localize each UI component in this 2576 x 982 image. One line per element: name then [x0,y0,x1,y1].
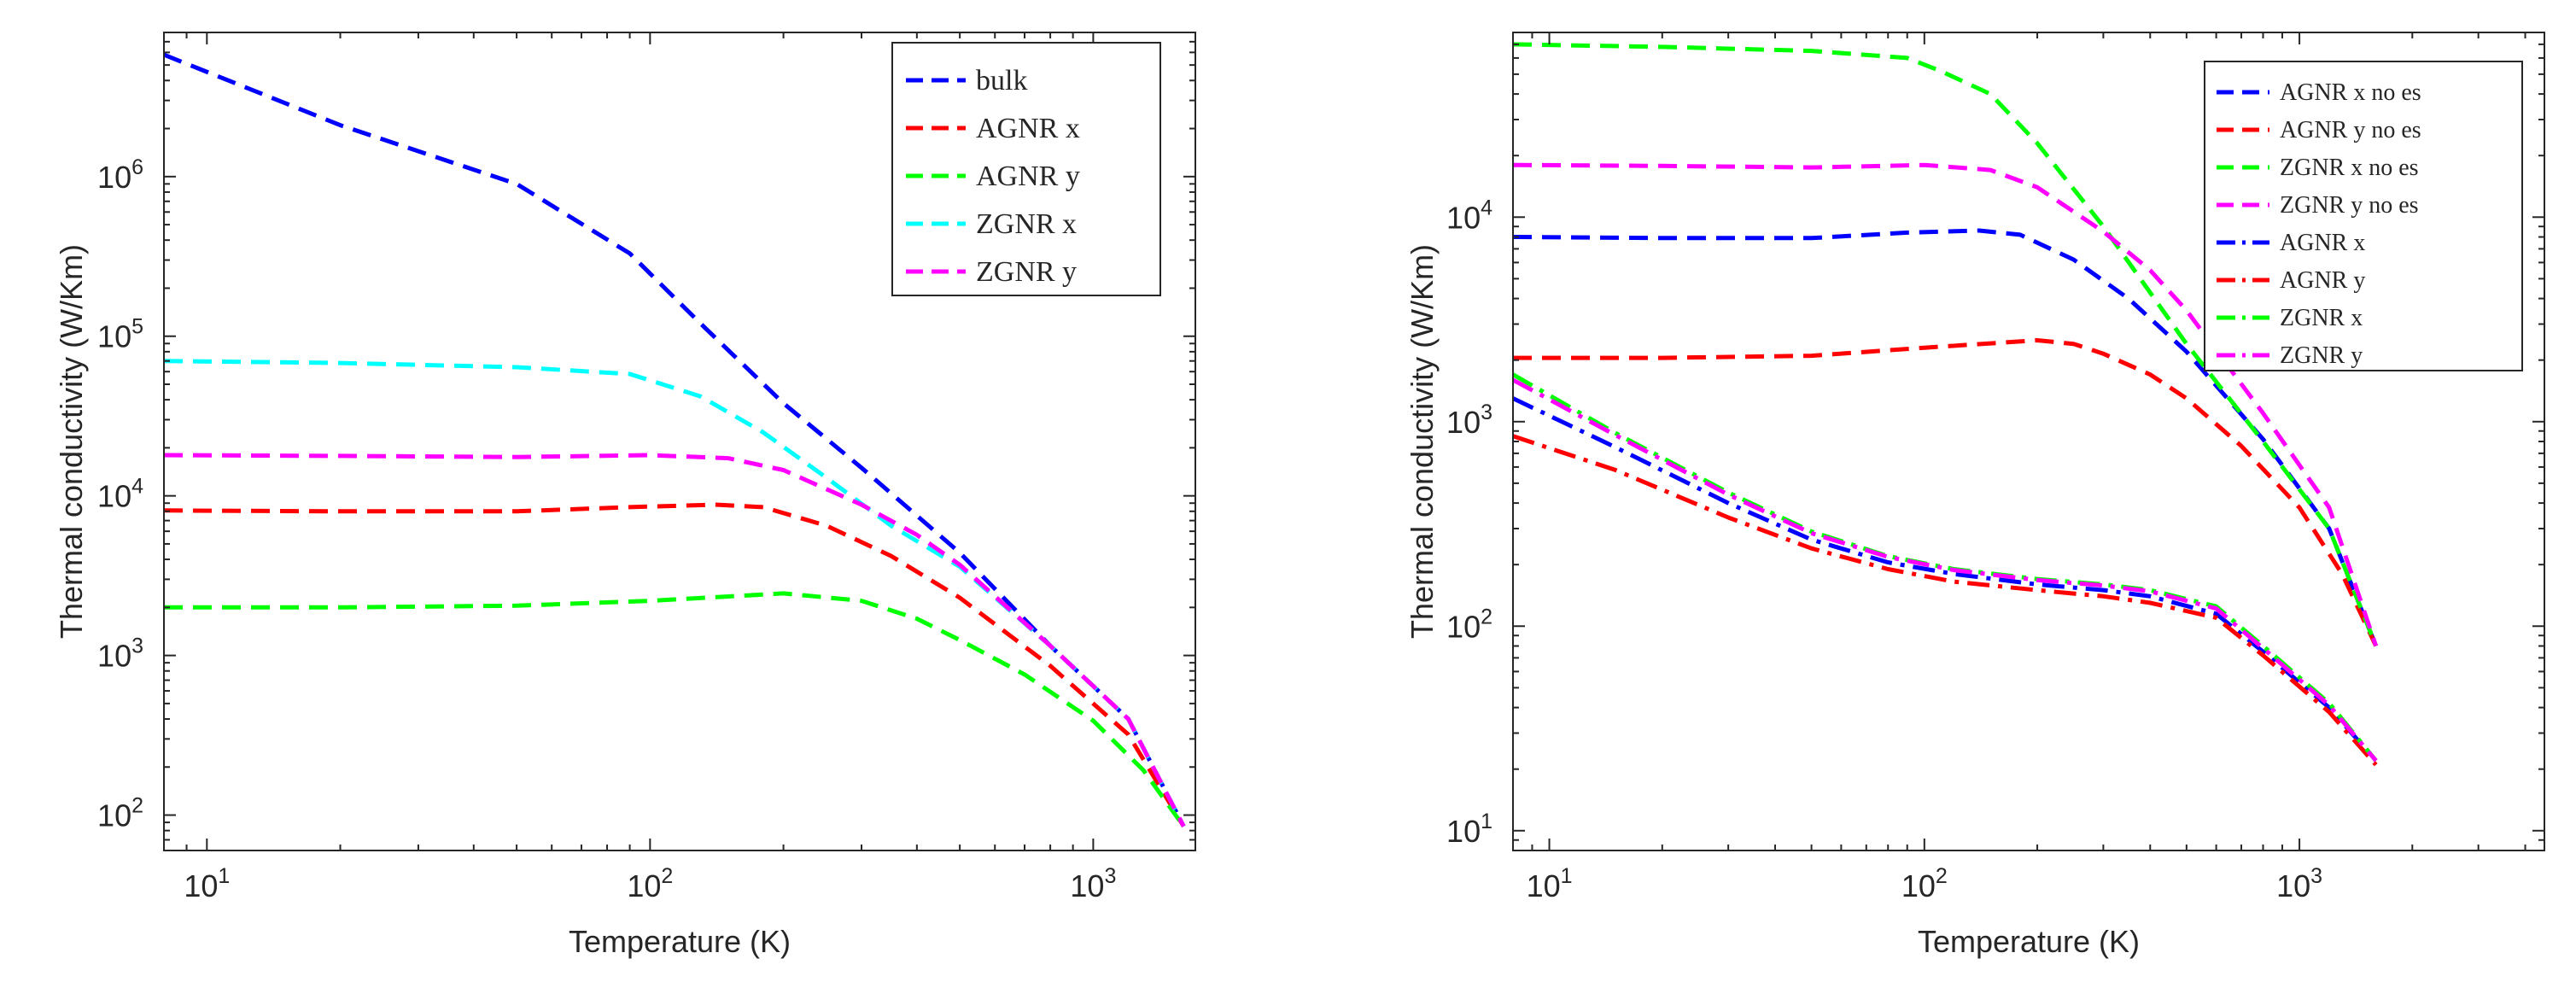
right-legend-entry: AGNR y no es [2280,117,2421,143]
right-legend-entry: ZGNR x [2280,305,2363,331]
left-x-tick-label: 101 [184,864,230,903]
left-y-tick-label: 105 [97,315,143,354]
left-plot-frame [163,32,1196,851]
right-ticks-layer: 101 102 103 101 102 103 104 [1446,32,2544,903]
right-x-tick-label: 102 [1901,864,1948,903]
left-y-axis-label: Thermal conductivity (W/Km) [54,244,89,639]
left-y-tick-label: 104 [97,475,143,514]
right-chart: 101 102 103 101 102 103 104 Temperature (K) Th… [1405,32,2545,959]
left-series-line-zgnr-y [164,453,1186,827]
left-legend-box [891,42,1161,296]
right-legend-entry: ZGNR y no es [2280,192,2419,219]
right-y-axis-label: Thermal conductivity (W/Km) [1405,244,1440,639]
left-y-tick-label: 103 [97,634,143,674]
left-y-tick-label: 102 [97,794,143,833]
right-y-tick-label: 103 [1446,400,1492,440]
left-chart: 101 102 103 102 103 104 105 106 Temperature (K)… [54,32,1196,959]
right-series-line-agnr-x [1513,396,2378,763]
right-legend-entry: AGNR x [2280,230,2365,256]
left-series-line-bulk [164,52,1186,827]
left-series-line-agnr-x [164,502,1186,827]
left-legend-entry: AGNR y [976,161,1080,192]
right-series-line-agnr-y [1513,434,2378,767]
left-series-layer [164,52,1186,828]
right-legend: AGNR x no es AGNR y no es ZGNR x no es ZGNR… [2204,61,2523,371]
left-y-tick-label: 106 [97,155,143,195]
right-legend-entry: ZGNR x no es [2280,155,2419,181]
right-y-tick-label: 102 [1446,605,1492,644]
right-x-tick-label: 101 [1527,864,1573,903]
right-legend-entry: ZGNR y [2280,342,2363,369]
right-series-line-zgnr-x-no-es [1513,42,2379,647]
left-legend-entry: AGNR x [976,113,1080,144]
right-series-line-zgnr-y [1513,377,2378,763]
right-x-axis-label: Temperature (K) [1918,924,2140,959]
left-series-line-agnr-y [164,591,1186,828]
right-y-tick-label: 101 [1446,810,1492,849]
left-legend-entry: bulk [976,65,1027,96]
right-x-tick-label: 103 [2276,864,2322,903]
left-x-tick-label: 103 [1070,864,1116,903]
right-series-line-agnr-y-no-es [1513,338,2378,647]
right-y-tick-label: 104 [1446,196,1492,235]
left-legend-entry: ZGNR y [976,256,1077,288]
right-series-line-zgnr-y-no-es [1513,162,2379,647]
left-x-axis-label: Temperature (K) [569,924,791,959]
right-series-layer [1513,42,2379,767]
left-legend-entry: ZGNR x [976,208,1077,240]
right-legend-entry: AGNR x no es [2280,79,2421,106]
left-x-tick-label: 102 [627,864,673,903]
left-ticks-layer: 101 102 103 102 103 104 105 106 [97,32,1195,903]
right-legend-entry: AGNR y [2280,267,2365,294]
left-legend: bulk AGNR x AGNR y ZGNR x ZGNR y [891,42,1161,296]
